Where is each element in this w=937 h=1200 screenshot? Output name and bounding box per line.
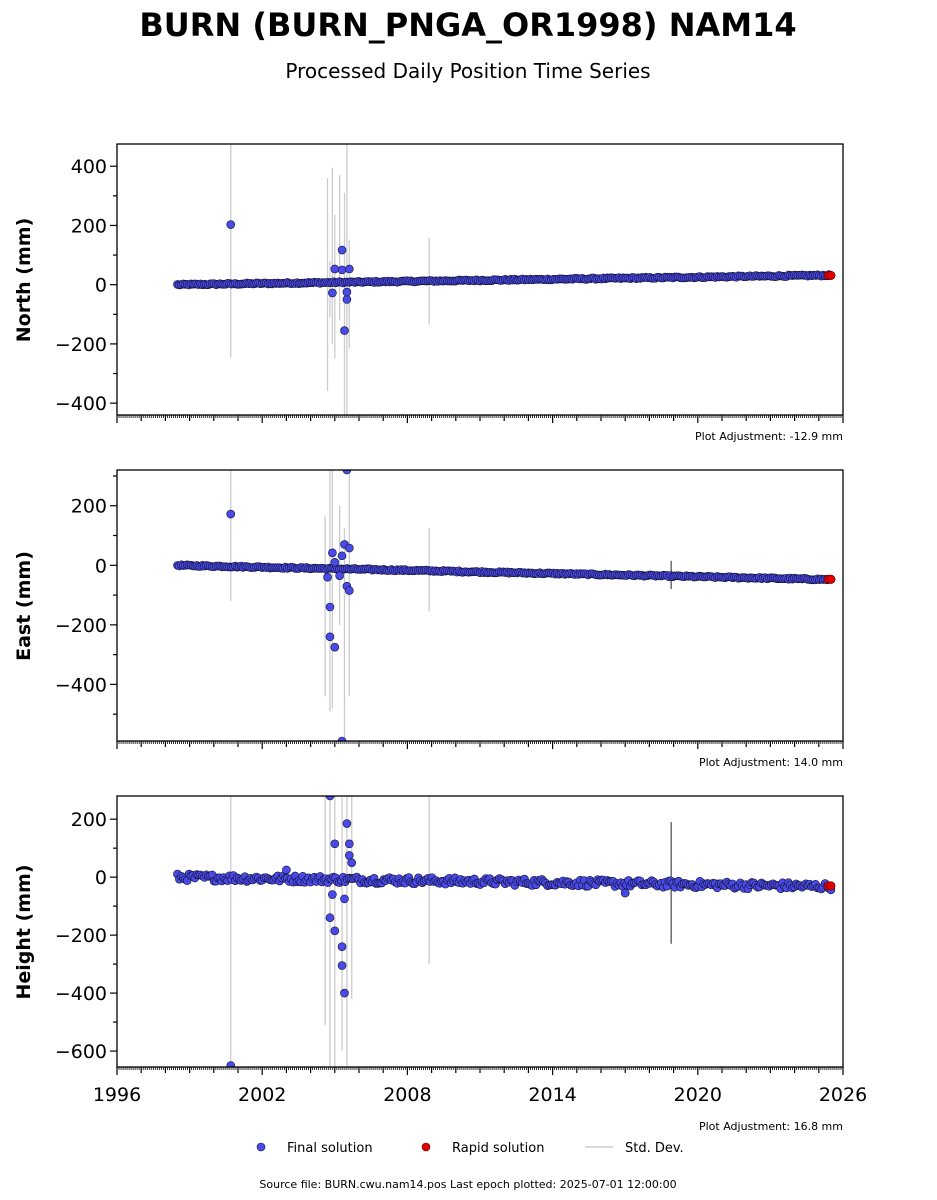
north-final-point — [226, 220, 236, 229]
north-plot-area — [173, 144, 836, 415]
height-final-point — [325, 913, 335, 923]
height-y-tick-label: −400 — [55, 983, 107, 1005]
east-final-point — [337, 551, 347, 561]
height-plot-area — [173, 796, 836, 1067]
east-final-point — [325, 602, 335, 612]
height-final-point — [342, 819, 352, 828]
height-final-point — [226, 1061, 236, 1067]
height-rapid-point — [826, 881, 836, 891]
east-final-point — [323, 572, 332, 582]
height-y-tick-label: 200 — [71, 809, 107, 831]
north-final-point — [337, 245, 347, 255]
east-y-axis-label: East (mm) — [13, 551, 35, 661]
legend-final-marker — [256, 1142, 266, 1152]
north-panel: Plot Adjustment: -12.9 mm North (mm) −40… — [13, 143, 844, 443]
east-y-tick-label: 200 — [71, 496, 107, 518]
north-final-point — [328, 288, 337, 298]
height-x-tick-label: 1996 — [93, 1084, 141, 1106]
north-y-tick-label: 400 — [71, 156, 107, 178]
east-rapid-point — [826, 574, 836, 584]
height-final-point — [340, 894, 349, 904]
east-y-tick-label: −400 — [55, 674, 107, 696]
height-final-point — [345, 839, 354, 849]
north-final-point — [330, 264, 340, 274]
height-panel: Plot Adjustment: 16.8 mm Height (mm) −60… — [13, 795, 867, 1133]
chart-subtitle: Processed Daily Position Time Series — [285, 59, 650, 83]
height-x-tick-label: 2002 — [238, 1084, 286, 1106]
east-final-point — [335, 571, 344, 581]
east-final-point — [330, 642, 340, 652]
height-final-point — [328, 890, 337, 899]
north-rapid-point — [826, 271, 836, 281]
north-y-tick-label: −400 — [55, 393, 107, 415]
source-footer: Source file: BURN.cwu.nam14.pos Last epo… — [259, 1178, 676, 1191]
height-final-point — [347, 858, 357, 867]
height-y-tick-label: 0 — [95, 867, 107, 889]
north-final-point — [342, 287, 352, 297]
east-final-point — [345, 586, 354, 595]
height-axes-frame — [116, 795, 844, 1068]
east-final-point — [345, 543, 354, 553]
north-final-point — [337, 265, 347, 275]
height-y-tick-label: −600 — [55, 1041, 107, 1063]
east-panel: Plot Adjustment: 14.0 mm East (mm) −400 −… — [13, 469, 844, 769]
height-final-point — [340, 988, 349, 998]
height-x-tick-label: 2020 — [674, 1084, 722, 1106]
east-final-point — [330, 558, 340, 567]
legend-rapid-label: Rapid solution — [452, 1141, 544, 1156]
height-x-tick-label: 2014 — [528, 1084, 576, 1106]
north-y-tick-label: 0 — [95, 275, 107, 297]
east-plot-area — [173, 470, 836, 741]
north-final-point — [342, 295, 352, 304]
height-final-point — [282, 865, 291, 875]
legend-rapid-marker — [421, 1142, 431, 1152]
height-x-tick-label: 2008 — [383, 1084, 431, 1106]
north-final-point — [345, 264, 354, 274]
chart-title: BURN (BURN_PNGA_OR1998) NAM14 — [139, 6, 796, 44]
north-y-axis-label: North (mm) — [13, 218, 35, 343]
east-axes-frame — [116, 469, 844, 742]
height-final-point — [345, 851, 354, 860]
east-y-tick-label: −200 — [55, 615, 107, 637]
north-y-tick-label: −200 — [55, 334, 107, 356]
east-final-point — [325, 632, 335, 642]
height-final-point — [337, 961, 347, 970]
height-final-point — [337, 942, 347, 952]
north-y-tick-label: 200 — [71, 215, 107, 237]
height-final-point — [620, 888, 630, 898]
height-adjustment-note: Plot Adjustment: 16.8 mm — [699, 1120, 843, 1133]
east-adjustment-note: Plot Adjustment: 14.0 mm — [699, 756, 843, 769]
east-final-point — [328, 548, 337, 558]
height-final-point — [330, 926, 340, 936]
east-final-point — [337, 736, 347, 741]
north-adjustment-note: Plot Adjustment: -12.9 mm — [695, 430, 843, 443]
height-y-axis-label: Height (mm) — [13, 864, 35, 999]
east-y-tick-label: 0 — [95, 555, 107, 577]
legend-std-label: Std. Dev. — [625, 1141, 684, 1156]
legend-final-label: Final solution — [287, 1141, 373, 1156]
east-final-point — [342, 470, 352, 475]
legend: Final solution Rapid solution Std. Dev. — [256, 1141, 684, 1156]
height-final-point — [325, 796, 335, 801]
height-x-tick-label: 2026 — [819, 1084, 867, 1106]
north-final-point — [340, 326, 349, 335]
height-final-point — [330, 839, 340, 849]
height-y-tick-label: −200 — [55, 925, 107, 947]
east-final-point — [226, 509, 236, 519]
